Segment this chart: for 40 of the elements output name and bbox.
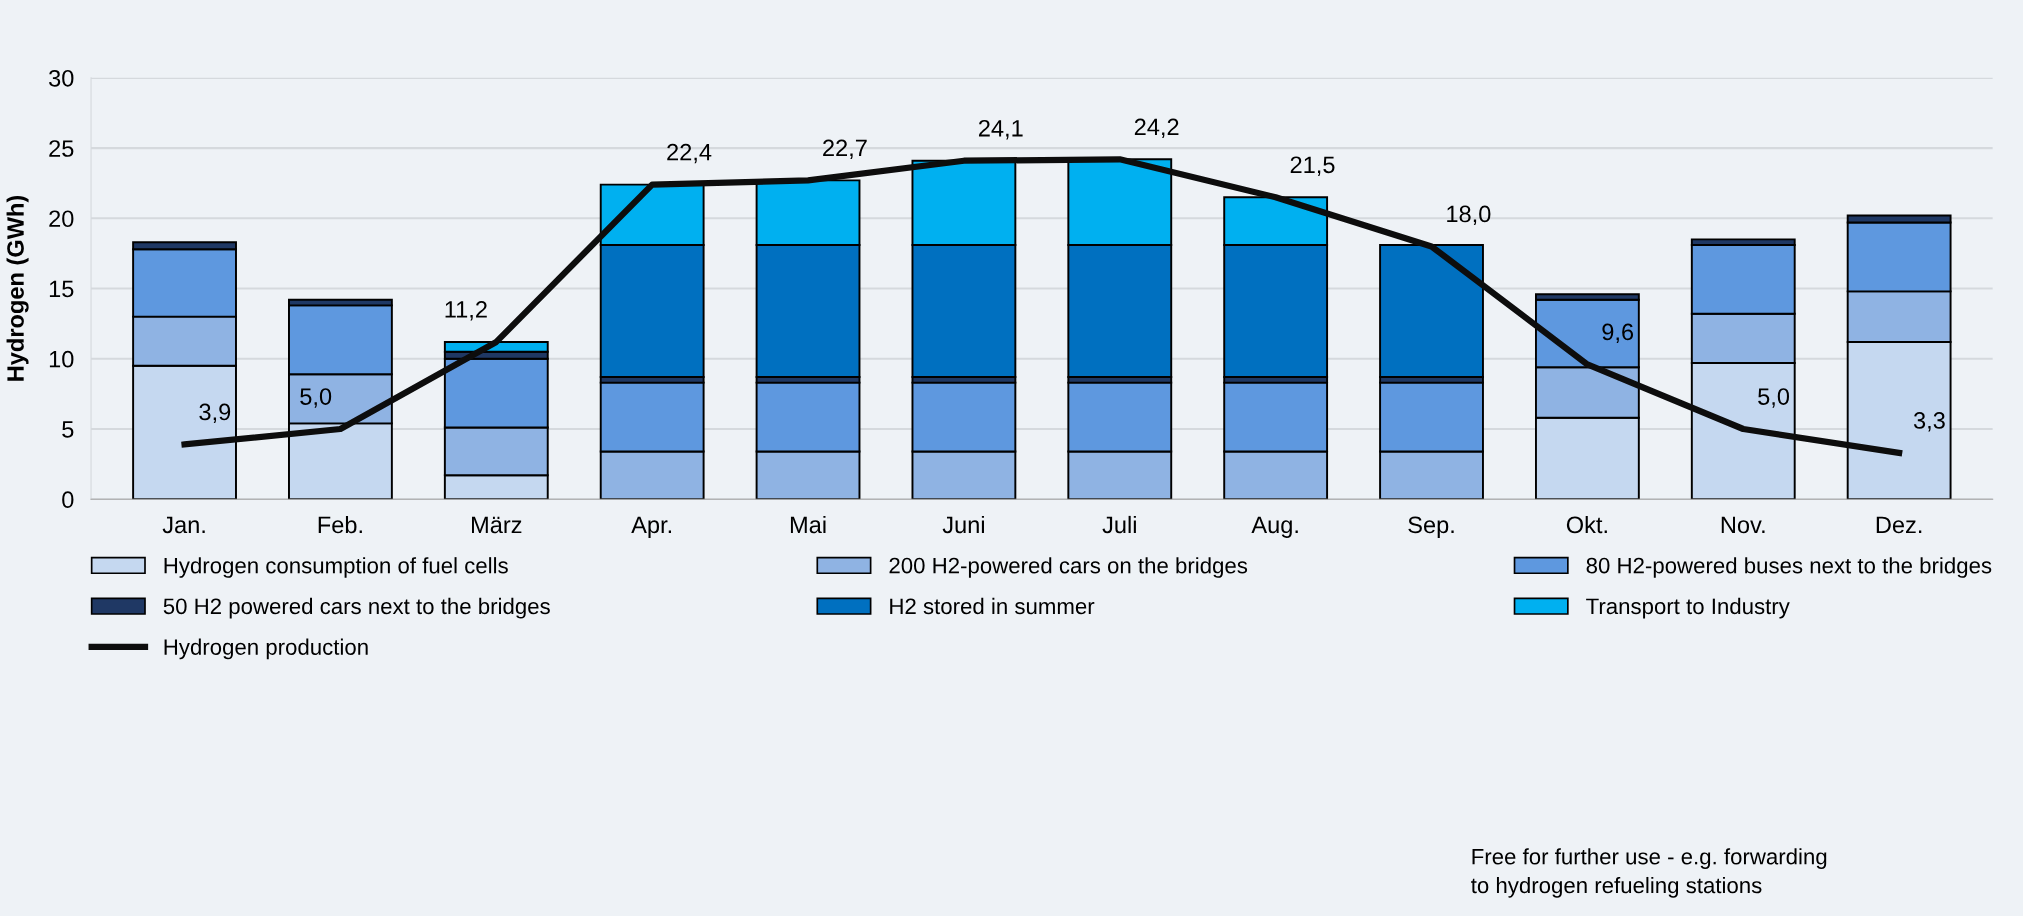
data-label: 22,7	[823, 139, 867, 160]
x-tick-label: Mai	[790, 515, 826, 534]
x-tick-label: Feb.	[318, 515, 362, 534]
x-tick-label: Apr.	[631, 516, 672, 538]
legend-label: Transport to Industry	[1586, 597, 1790, 619]
data-label: 21,5	[1290, 156, 1335, 176]
data-label: 18,0	[1447, 205, 1491, 226]
y-tick-label: 30	[49, 69, 74, 87]
data-label: 22,4	[667, 143, 712, 164]
y-axis-title: Hydrogen (GWh)	[6, 195, 29, 381]
legend-label: 80 H2-powered buses next to the bridges	[1586, 557, 1992, 578]
legend-label: 50 H2 powered cars next to the bridges	[163, 597, 550, 619]
x-tick-label: Nov.	[1721, 516, 1765, 534]
x-tick-label: Aug.	[1251, 516, 1298, 538]
x-tick-label: Jan.	[162, 516, 205, 534]
data-label: 3,9	[199, 403, 231, 424]
y-tick-label: 5	[62, 421, 74, 438]
x-tick-label: Dez.	[1876, 516, 1922, 534]
data-label: 11,2	[445, 301, 487, 321]
data-label: 3,3	[1913, 412, 1945, 432]
x-tick-label: Sep.	[1408, 516, 1454, 538]
x-tick-label: Juli	[1102, 515, 1136, 534]
text: Free for further use - e.g. forwarding to hydrogen refueling stations	[1471, 848, 1827, 898]
x-tick-label: Juni	[942, 515, 984, 534]
y-tick-label: 25	[49, 140, 74, 157]
data-label: 24,2	[1134, 118, 1179, 138]
data-label: 5,0	[1758, 388, 1790, 408]
legend-label: H2 stored in summer	[890, 597, 1095, 615]
legend-label: Hydrogen production	[164, 638, 368, 660]
y-tick-label: 0	[62, 491, 74, 509]
data-label: 9,6	[1602, 323, 1634, 344]
y-tick-label: 15	[49, 280, 74, 298]
y-tick-label: 20	[49, 210, 74, 228]
x-tick-label: Okt.	[1566, 515, 1607, 534]
data-label: 5,0	[300, 388, 332, 408]
y-tick-label: 10	[49, 350, 74, 368]
legend-label: 200 H2-powered cars on the bridges	[889, 557, 1248, 578]
legend-label: Hydrogen consumption of fuel cells	[164, 557, 508, 578]
data-label: 24,1	[978, 119, 1023, 140]
x-tick-label: März	[472, 516, 522, 534]
